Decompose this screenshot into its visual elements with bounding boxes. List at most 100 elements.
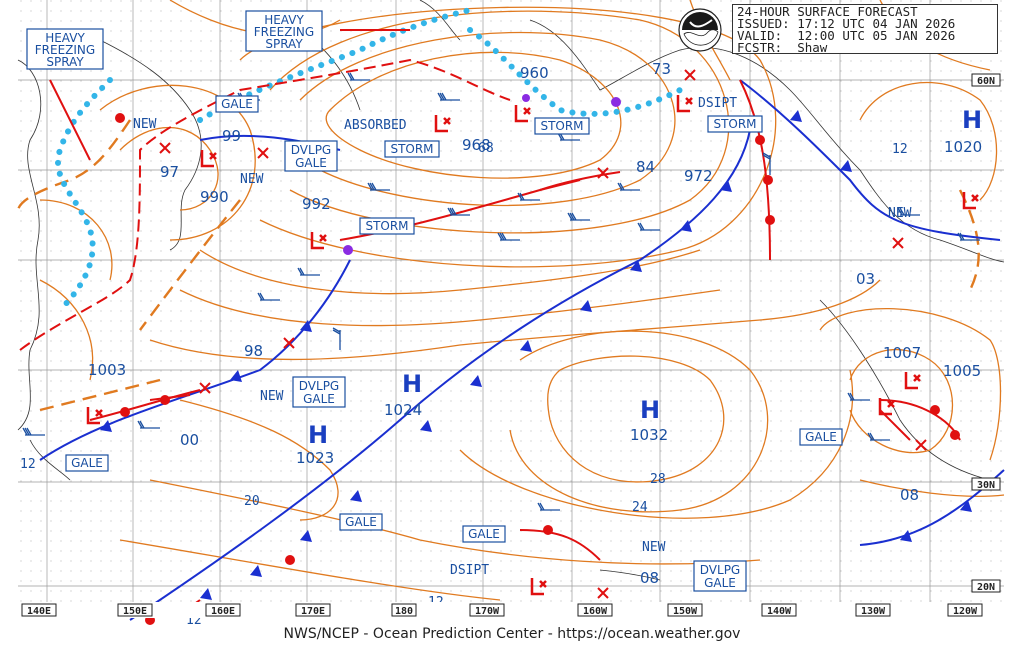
low-center: [530, 578, 547, 596]
longitude-ticks: 140E 150E 160E 170E 180 170W 160W 150W 1…: [18, 602, 1004, 618]
label-new-1: NEW: [133, 117, 157, 132]
label-storm-4: STORM: [359, 217, 415, 235]
label-gale-5: GALE: [799, 428, 843, 446]
svg-text:SPRAY: SPRAY: [265, 37, 303, 51]
label-dsipt-2: DSIPT: [450, 563, 489, 578]
label-dvlpg-gale-2: DVLPG GALE: [292, 376, 346, 408]
pressure-84: 84: [636, 158, 655, 176]
svg-text:HEAVY: HEAVY: [45, 31, 85, 45]
isobars: [39, 0, 1005, 601]
header-valid: VALID: 12:00 UTC 05 JAN 2026: [737, 28, 956, 43]
track-arrows: [49, 29, 911, 441]
label-storm-3: STORM: [707, 115, 763, 133]
low-center: [878, 398, 895, 416]
svg-text:GALE: GALE: [704, 576, 736, 590]
pressure-labels: 960 73 968 68 84 972 99 97 990 992 98 10…: [20, 60, 982, 628]
pressure-1023: 1023: [296, 449, 334, 467]
pressure-1005: 1005: [943, 362, 981, 380]
svg-text:130W: 130W: [861, 606, 886, 617]
pressure-98: 98: [244, 342, 263, 360]
svg-text:170E: 170E: [301, 606, 325, 617]
lon-tick: 150W: [667, 603, 703, 617]
lon-tick: 180: [391, 603, 417, 617]
contour-20: 20: [244, 494, 260, 509]
svg-text:FREEZING: FREEZING: [254, 25, 314, 39]
lon-tick: 160E: [205, 603, 241, 617]
lon-tick: 120W: [947, 603, 983, 617]
lon-tick: 140W: [761, 603, 797, 617]
low-pressure-centers: [86, 95, 979, 596]
svg-text:FREEZING: FREEZING: [35, 43, 95, 57]
pressure-990: 990: [200, 188, 229, 206]
low-center: [904, 372, 921, 390]
pressure-99: 99: [222, 127, 241, 145]
coastlines: [17, 0, 1005, 581]
label-dvlpg-gale-1: DVLPG GALE: [284, 140, 338, 172]
svg-text:DVLPG: DVLPG: [291, 143, 331, 157]
map-background: [18, 0, 1004, 602]
lon-tick: 150E: [117, 603, 153, 617]
header-title: 24-HOUR SURFACE FORECAST: [737, 4, 918, 19]
svg-text:GALE: GALE: [805, 430, 837, 444]
svg-text:GALE: GALE: [71, 456, 103, 470]
low-center: [434, 115, 451, 133]
lat-tick: 30N: [971, 477, 1001, 491]
pressure-03: 03: [856, 270, 875, 288]
footer-credit: NWS/NCEP - Ocean Prediction Center - htt…: [283, 626, 741, 642]
svg-text:HEAVY: HEAVY: [264, 13, 304, 27]
svg-text:GALE: GALE: [295, 156, 327, 170]
label-storm-2: STORM: [534, 117, 590, 135]
pressure-1020: 1020: [944, 138, 982, 156]
troughs: [16, 119, 980, 412]
label-gale-1: GALE: [215, 95, 259, 113]
label-new-2: NEW: [240, 172, 264, 187]
low-center: [514, 105, 531, 123]
lon-tick: 140E: [21, 603, 57, 617]
pressure-1024: 1024: [384, 401, 422, 419]
svg-text:120W: 120W: [953, 606, 978, 617]
pressure-968: 968: [462, 136, 491, 154]
high-center-1020: H: [962, 106, 982, 134]
lat-tick: 60N: [971, 73, 1001, 87]
pressure-1003: 1003: [88, 361, 126, 379]
contour-68: 68: [478, 141, 494, 156]
lon-tick: 170W: [469, 603, 505, 617]
svg-text:GALE: GALE: [221, 97, 253, 111]
svg-text:150W: 150W: [673, 606, 698, 617]
svg-text:150E: 150E: [123, 606, 147, 617]
svg-text:STORM: STORM: [713, 117, 756, 131]
lon-tick: 160W: [577, 603, 613, 617]
svg-text:DVLPG: DVLPG: [299, 379, 339, 393]
label-absorbed: ABSORBED: [344, 118, 407, 133]
svg-text:160E: 160E: [211, 606, 235, 617]
low-center: [310, 232, 327, 250]
track-x-marks: [159, 69, 927, 599]
label-new-4: NEW: [888, 206, 912, 221]
pressure-97: 97: [160, 163, 179, 181]
contour-12-west: 12: [20, 457, 36, 472]
high-pressure-centers: H H H H: [308, 106, 982, 449]
svg-text:20N: 20N: [977, 582, 995, 593]
svg-text:140E: 140E: [27, 606, 51, 617]
latitude-ticks: 60N 30N 20N: [971, 73, 1001, 593]
contour-28: 28: [650, 472, 666, 487]
svg-text:160W: 160W: [583, 606, 608, 617]
low-center: [200, 150, 217, 168]
warm-front-bumps: [115, 113, 960, 625]
lon-tick: 130W: [855, 603, 891, 617]
plain-labels: NEW NEW NEW NEW NEW ABSORBED DSIPT DSIPT: [133, 96, 912, 578]
pressure-00: 00: [180, 431, 199, 449]
svg-text:180: 180: [395, 606, 413, 617]
pressure-08-south: 08: [640, 569, 659, 587]
lon-tick: 170E: [295, 603, 331, 617]
svg-text:SPRAY: SPRAY: [46, 55, 84, 69]
svg-text:GALE: GALE: [345, 515, 377, 529]
forecast-header: 24-HOUR SURFACE FORECAST ISSUED: 17:12 U…: [732, 4, 998, 54]
pressure-08: 08: [900, 486, 919, 504]
svg-text:DVLPG: DVLPG: [700, 563, 740, 577]
svg-text:GALE: GALE: [303, 392, 335, 406]
label-gale-3: GALE: [339, 513, 383, 531]
noaa-logo: [678, 8, 722, 52]
svg-text:STORM: STORM: [540, 119, 583, 133]
